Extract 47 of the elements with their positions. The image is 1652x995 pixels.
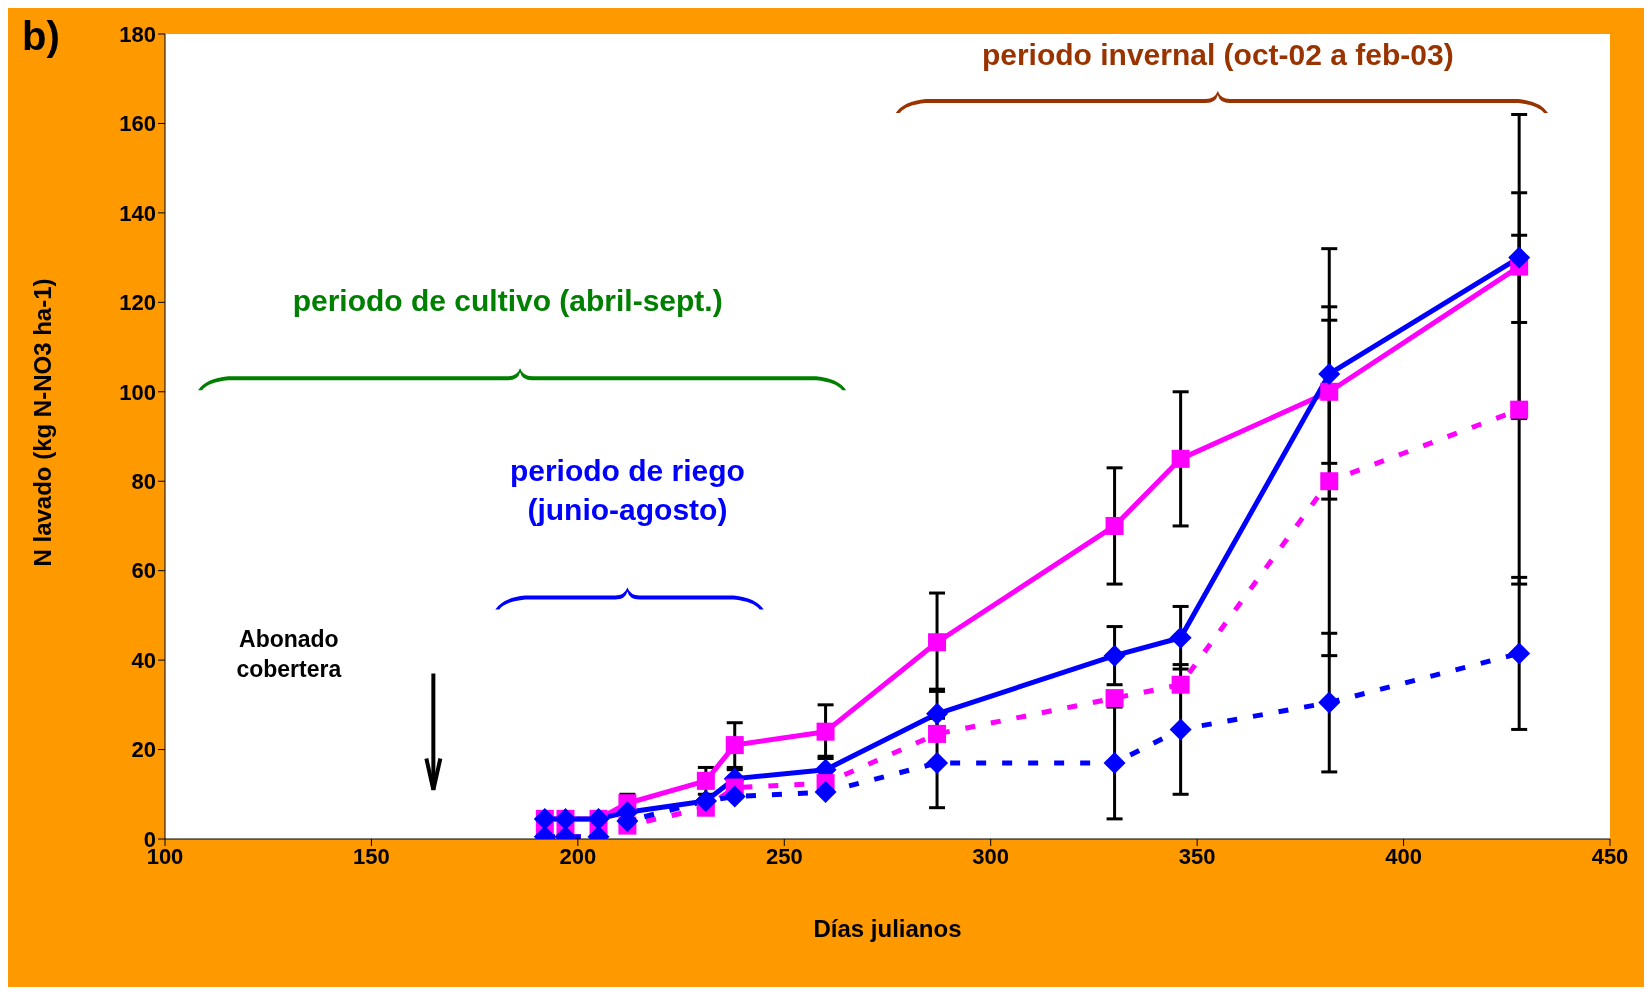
point xyxy=(1508,642,1531,665)
chart-title: b) xyxy=(22,14,60,59)
point xyxy=(816,722,835,741)
point xyxy=(926,702,949,725)
y-tick-label: 80 xyxy=(131,469,156,495)
x-tick-label: 200 xyxy=(559,843,597,869)
point xyxy=(928,633,947,652)
y-axis-title: N lavado (kg N-NO3 ha-1) xyxy=(28,278,56,567)
point xyxy=(1105,516,1124,535)
annotation: periodo invernal (oct-02 a feb-03) xyxy=(981,38,1454,72)
point xyxy=(1171,449,1190,468)
point xyxy=(1103,644,1126,667)
y-tick-label: 60 xyxy=(131,558,156,584)
point xyxy=(696,771,715,790)
x-tick-label: 300 xyxy=(972,843,1010,869)
x-axis-title: Días julianos xyxy=(813,915,962,942)
point xyxy=(1171,675,1190,694)
x-tick-label: 350 xyxy=(1178,843,1216,869)
y-tick-label: 160 xyxy=(119,111,156,137)
point xyxy=(1105,689,1124,708)
x-tick-label: 150 xyxy=(353,843,390,869)
annotation: periodo de cultivo (abril-sept.) xyxy=(292,284,723,318)
point xyxy=(1169,718,1192,741)
x-tick-label: 450 xyxy=(1591,843,1629,869)
point xyxy=(1103,751,1126,774)
y-tick-label: 40 xyxy=(131,647,156,673)
point xyxy=(1318,691,1341,714)
y-tick-label: 100 xyxy=(119,379,156,405)
annotation: periodo de riego (junio-agosto) xyxy=(509,454,745,527)
point xyxy=(1510,400,1529,419)
point xyxy=(725,736,744,755)
point xyxy=(1508,246,1531,269)
point xyxy=(723,785,746,808)
point xyxy=(1318,362,1341,385)
point xyxy=(1320,472,1339,491)
y-tick-label: 120 xyxy=(119,290,156,316)
point xyxy=(814,781,837,804)
point xyxy=(926,751,949,774)
y-tick-label: 140 xyxy=(119,200,156,226)
y-tick-label: 20 xyxy=(131,737,156,763)
x-tick-label: 250 xyxy=(765,843,803,869)
point xyxy=(1169,626,1192,649)
point xyxy=(928,724,947,743)
x-tick-label: 400 xyxy=(1385,843,1422,869)
annotation: Abonado cobertera xyxy=(236,625,342,682)
point xyxy=(1320,382,1339,401)
y-tick-label: 180 xyxy=(119,21,156,47)
